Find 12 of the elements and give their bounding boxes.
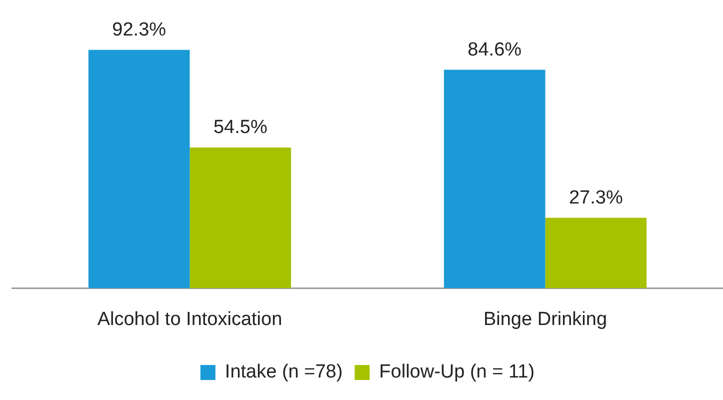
data-label: 27.3% [568, 187, 623, 208]
bar [190, 147, 292, 288]
bar [88, 50, 190, 288]
x-tick-label: Alcohol to Intoxication [97, 308, 282, 330]
data-label: 84.6% [468, 39, 522, 60]
data-label: 54.5% [213, 117, 268, 138]
x-tick-label: Binge Drinking [483, 308, 608, 330]
data-label: 92.3% [112, 20, 166, 41]
legend-label: Intake (n =78) [224, 362, 343, 383]
bar [545, 218, 647, 288]
bar [444, 70, 546, 288]
legend-label: Follow-Up (n = 11) [379, 362, 535, 383]
